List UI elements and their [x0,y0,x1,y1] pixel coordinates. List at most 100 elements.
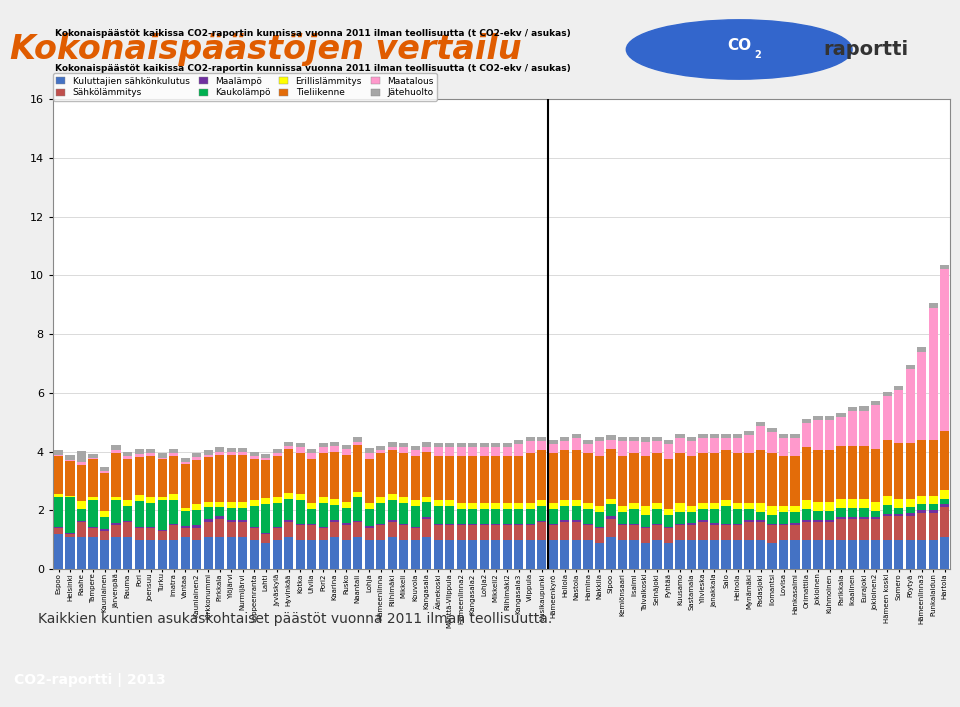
Bar [607,436,615,440]
Bar [698,438,708,452]
Bar [376,450,385,453]
Bar [353,498,362,521]
Bar [376,503,385,524]
Bar [836,508,846,517]
Bar [756,512,765,520]
Bar [572,506,581,520]
Bar [630,437,638,441]
Bar [192,453,202,457]
Bar [180,464,190,508]
Bar [215,452,225,455]
Bar [250,456,259,460]
Bar [227,452,236,455]
Bar [123,506,132,521]
Bar [411,527,420,528]
Bar [630,539,638,569]
Bar [261,503,271,533]
Bar [595,543,604,569]
Bar [848,407,857,411]
Bar [215,501,225,508]
Bar [572,500,581,506]
Bar [307,525,317,539]
Bar [686,539,696,569]
Bar [607,516,615,519]
Bar [376,539,385,569]
Bar [756,539,765,569]
Bar [388,494,396,500]
Bar [732,509,742,524]
Bar [77,501,86,510]
Bar [917,351,926,440]
Bar [538,441,546,450]
Bar [538,506,546,520]
Bar [871,405,880,449]
Bar [134,539,144,569]
Bar [457,503,466,509]
Bar [515,509,523,524]
Bar [480,524,489,525]
Bar [664,528,673,543]
Bar [342,539,350,569]
Bar [180,537,190,569]
Bar [365,452,373,459]
Bar [353,445,362,491]
Bar [905,498,915,508]
Bar [238,522,248,537]
Bar [111,445,121,450]
Bar [767,524,777,525]
Bar [859,508,869,517]
Bar [721,539,731,569]
Bar [503,456,512,503]
Bar [698,520,708,522]
Bar [388,520,396,522]
Bar [238,455,248,502]
Bar [928,303,938,308]
Bar [686,456,696,506]
Bar [250,501,259,506]
Text: CO: CO [727,38,752,54]
Bar [468,456,477,503]
Bar [365,448,373,452]
Bar [686,441,696,456]
Bar [813,511,823,520]
Bar [65,534,75,537]
Bar [296,453,305,494]
Bar [296,524,305,525]
Bar [653,539,661,569]
Bar [802,423,811,447]
Bar [100,517,109,529]
Bar [399,524,408,525]
Bar [871,502,880,511]
Bar [664,459,673,509]
Bar [859,539,869,569]
Bar [871,511,880,517]
Text: Kokonaispäästöt kaikissa CO2-raportin kunnissa vuonna 2011 ilman teollisuutta (t: Kokonaispäästöt kaikissa CO2-raportin ku… [55,29,570,38]
Bar [296,500,305,524]
Bar [273,503,282,527]
Bar [376,445,385,450]
Bar [157,539,167,569]
Bar [676,453,684,503]
Bar [123,460,132,501]
Bar [607,519,615,537]
Bar [169,456,179,494]
Bar [65,461,75,496]
Bar [123,521,132,522]
Bar [561,500,569,506]
Bar [388,522,396,537]
Bar [779,524,788,525]
Bar [123,522,132,537]
Bar [664,515,673,527]
Bar [180,525,190,528]
Bar [100,472,109,473]
Bar [618,512,627,524]
Bar [411,450,420,456]
Bar [284,446,294,449]
Bar [526,539,535,569]
Bar [330,446,339,452]
Bar [284,520,294,522]
Bar [146,539,156,569]
Bar [756,503,765,512]
Bar [686,506,696,512]
Bar [204,508,213,519]
